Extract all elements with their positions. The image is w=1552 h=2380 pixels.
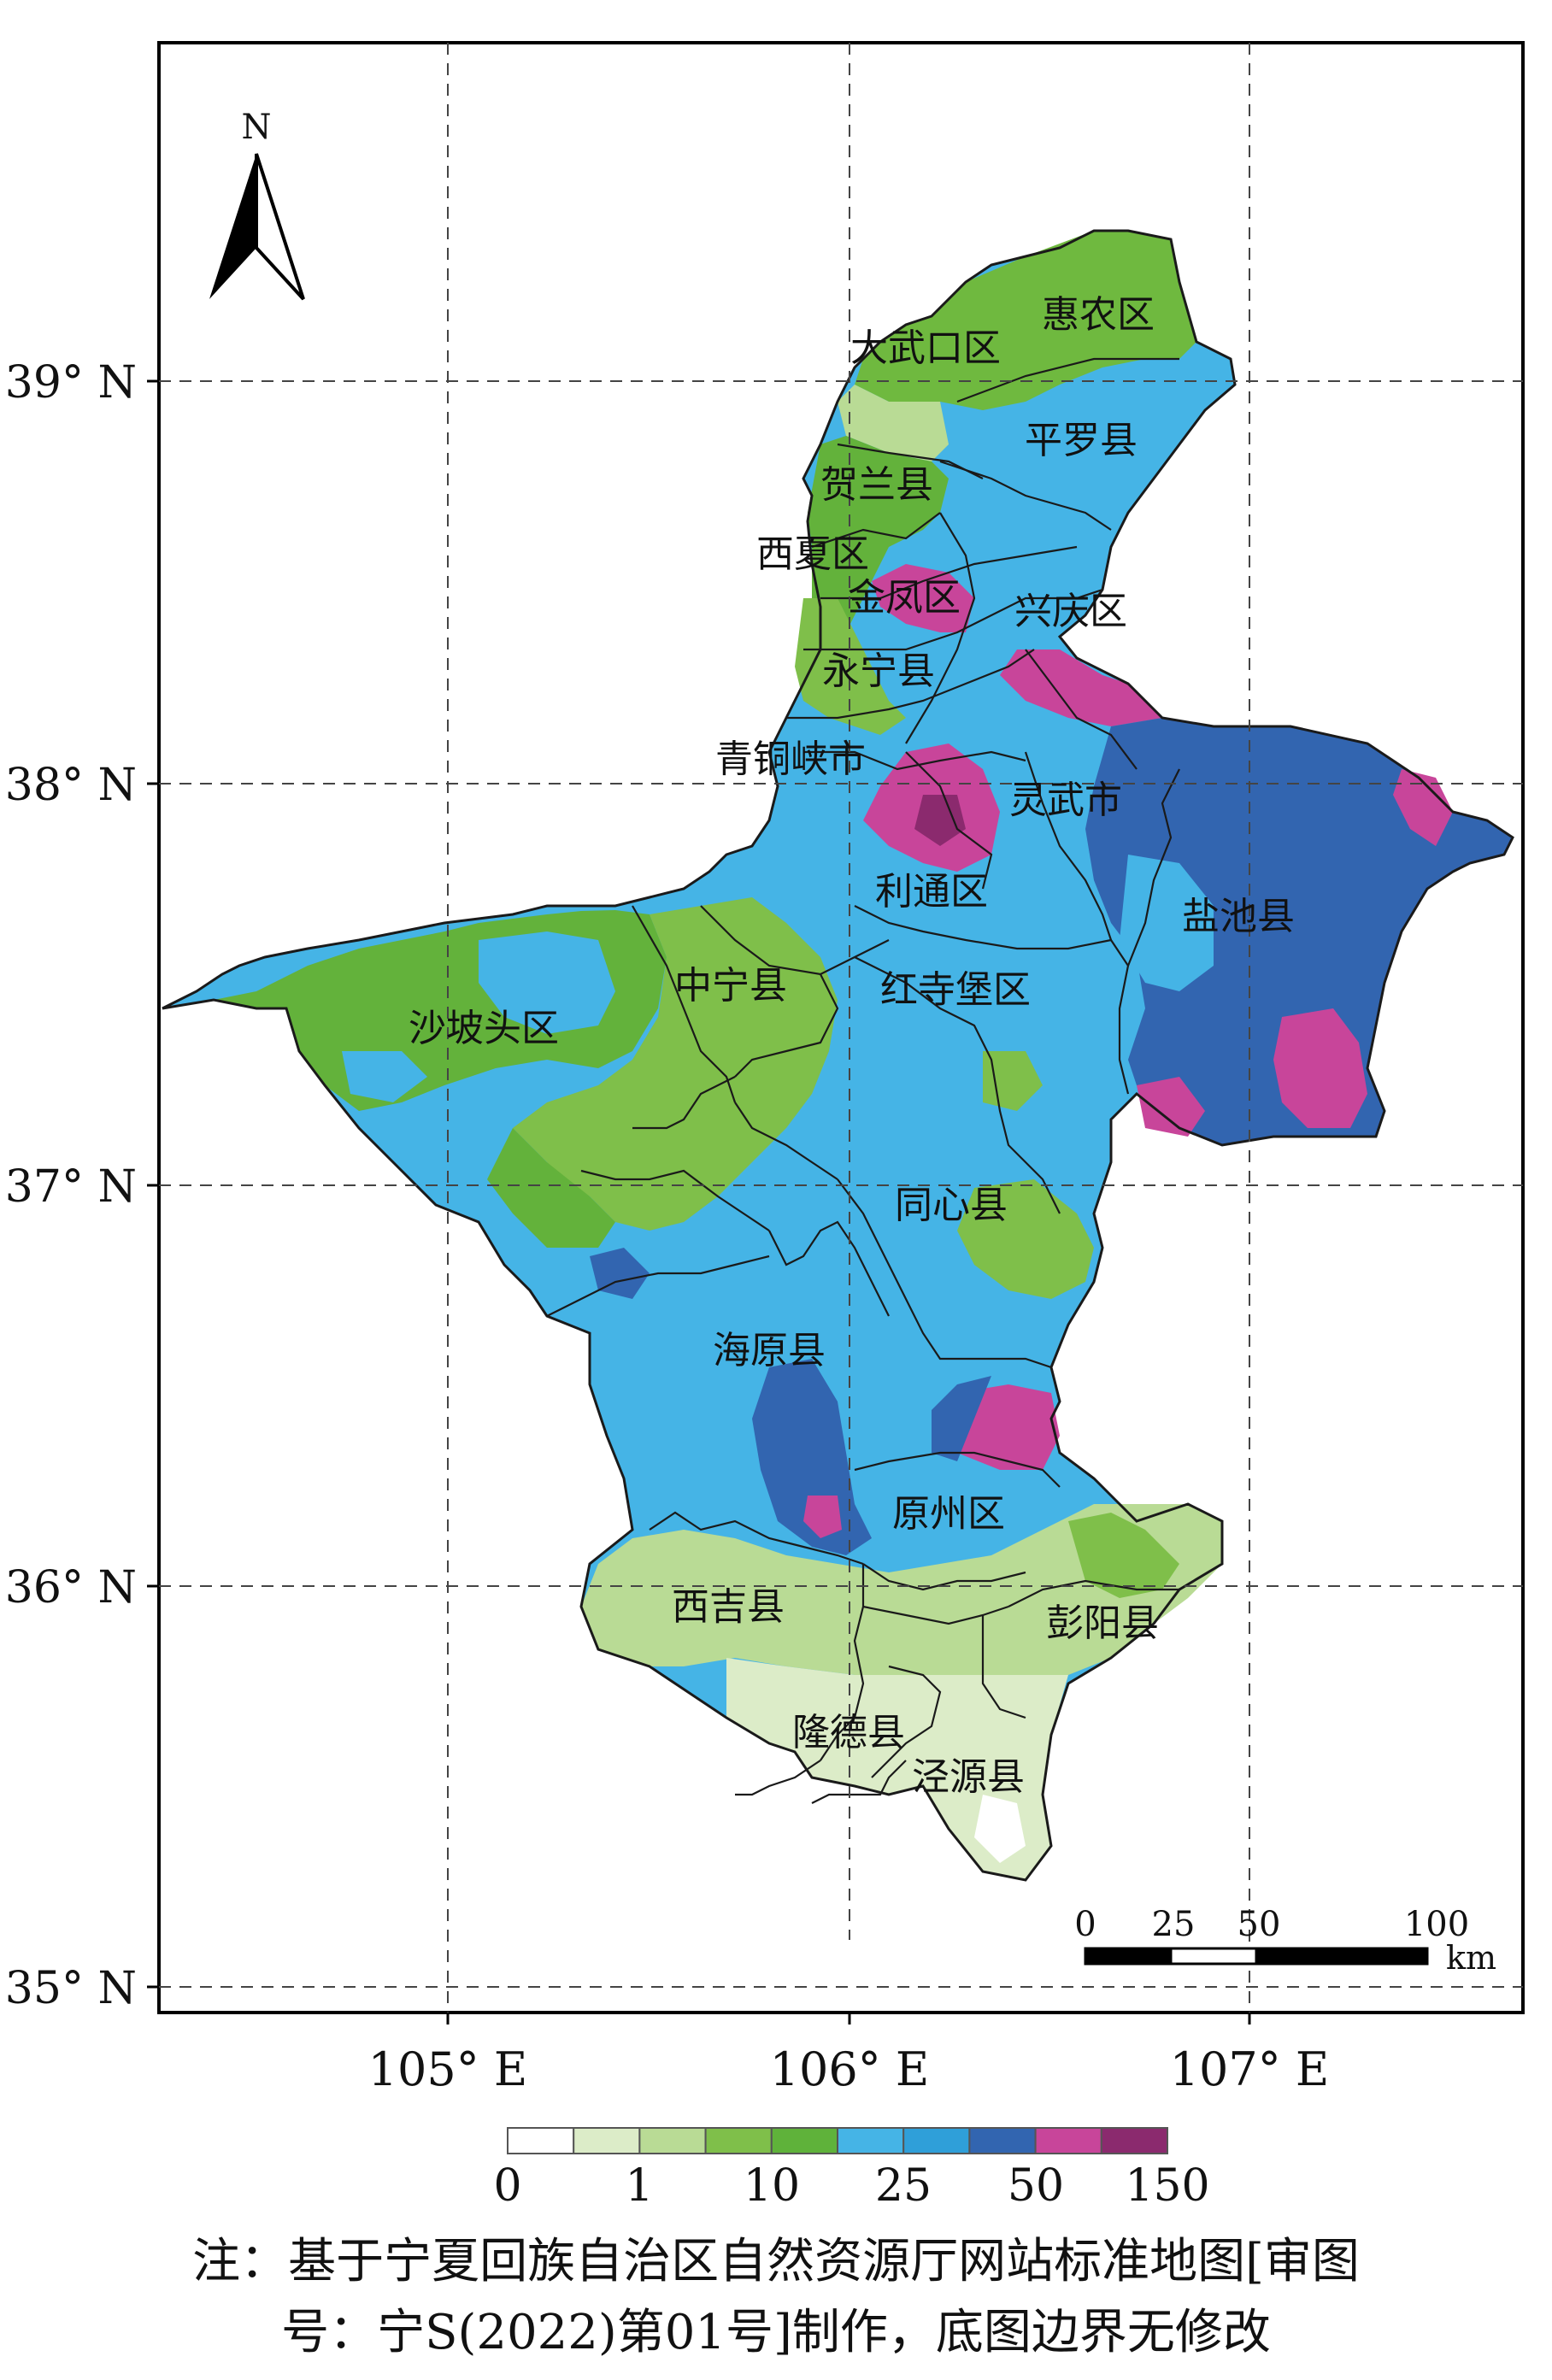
patch-yanchi-magenta2 [1137,1077,1205,1137]
patch-yanchi-magenta [1273,1008,1367,1128]
region-labels: 惠农区 大武口区 平罗县 贺兰县 西夏区 金凤区 兴庆区 永宁县 青铜峡市 灵武… [409,293,1295,1799]
patch-shapotou-blue2 [342,1051,427,1102]
scale-bar: 0 25 50 100 km [1074,1905,1496,1977]
patch-south-green [581,1504,1222,1675]
patch-haiyuan-dark [752,1359,872,1555]
graticule [159,43,1523,2013]
legend-label: 0 [493,2160,521,2212]
region-label: 平罗县 [1025,419,1138,462]
legend-label: 1 [625,2160,653,2212]
county-boundaries [162,229,1514,1882]
patch-haiyuan-magenta [803,1496,842,1538]
legend-label: 50 [1008,2160,1064,2212]
patch-yanchi-light [1120,855,1214,991]
legend-swatch [1100,2127,1169,2154]
axis-ticks [147,379,1251,2024]
lat-labels: 39° N 38° N 37° N 36° N 35° N [5,357,137,2014]
note-line-1: 注：基于宁夏回族自治区自然资源厅网站标准地图[审图 [192,2234,1360,2289]
province-outline [162,231,1513,1880]
patch-litong-dark [914,795,966,846]
region-label: 贺兰县 [820,463,933,507]
region-label: 红寺堡区 [880,968,1031,1012]
region-label: 泾源县 [912,1755,1025,1799]
region-label: 隆德县 [792,1711,905,1754]
region-label: 惠农区 [1042,293,1155,337]
north-arrow-icon: N [209,108,305,301]
patch-zhongning2 [487,1128,615,1248]
legend-swatch [507,2127,575,2154]
patch-jingyuan-white [974,1795,1026,1863]
legend-swatch [902,2127,971,2154]
region-label: 沙坡头区 [409,1007,559,1050]
region-label: 灵武市 [1009,779,1122,822]
patch-shapotou-blue [479,931,615,1034]
patch-dawukou-light [838,385,949,461]
lon-label-105: 105° E [368,2042,528,2096]
patch-jinfeng [872,564,974,632]
patch-yanchi-magenta3 [1393,769,1453,846]
north-arrow-label: N [242,108,272,147]
region-label: 盐池县 [1182,895,1295,938]
lon-label-106: 106° E [770,2042,930,2096]
patch-zhongning [513,897,838,1231]
legend-label: 25 [875,2160,932,2212]
legend-label: 10 [744,2160,800,2212]
legend-swatch [968,2127,1037,2154]
lat-label-38: 38° N [5,760,137,811]
legend-swatch [1034,2127,1102,2154]
region-label: 同心县 [895,1184,1008,1227]
region-label: 大武口区 [850,326,1001,370]
patch-yuanzhou-dark [932,1376,991,1461]
legend-swatch [770,2127,838,2154]
legend-swatch [573,2127,641,2154]
region-label: 中宁县 [674,964,787,1008]
region-label: 永宁县 [822,649,935,693]
footnote: 注：基于宁夏回族自治区自然资源厅网站标准地图[审图 号：宁S(2022)第01号… [192,2234,1360,2360]
region-label: 原州区 [892,1492,1005,1536]
lat-label-37: 37° N [5,1161,137,1213]
region-label: 西吉县 [672,1585,785,1629]
scale-label-100: 100 [1404,1905,1469,1944]
region-label: 青铜峡市 [715,738,866,781]
region-label: 西夏区 [756,532,869,576]
lat-label-35: 35° N [5,1963,137,2014]
legend-swatch [638,2127,707,2154]
legend: 0 1 10 25 50 150 [493,2127,1210,2212]
scale-unit: km [1446,1939,1496,1977]
patch-tongxin-green [957,1179,1094,1299]
legend-swatch [837,2127,905,2154]
legend-swatch [704,2127,773,2154]
scale-label-25: 25 [1152,1905,1196,1944]
region-label: 利通区 [875,870,988,914]
patch-yanchi-dark [1085,718,1513,1145]
patch-south-green2 [1068,1513,1179,1598]
region-label: 金凤区 [848,576,961,620]
province-fill [162,231,1513,1880]
patch-haiyuan-dark2 [590,1248,650,1299]
region-label: 兴庆区 [1014,590,1127,633]
scale-label-0: 0 [1074,1905,1096,1944]
region-label: 海原县 [713,1329,826,1372]
lat-label-39: 39° N [5,357,137,408]
region-label: 彭阳县 [1046,1601,1159,1645]
scale-label-50: 50 [1237,1905,1281,1944]
legend-label: 150 [1125,2160,1209,2212]
patch-huinong [855,231,1196,410]
note-line-2: 号：宁S(2022)第01号]制作，底图边界无修改 [281,2305,1271,2360]
lon-label-107: 107° E [1170,2042,1330,2096]
lon-labels: 105° E 106° E 107° E [368,2042,1330,2096]
lat-label-36: 36° N [5,1562,137,1613]
